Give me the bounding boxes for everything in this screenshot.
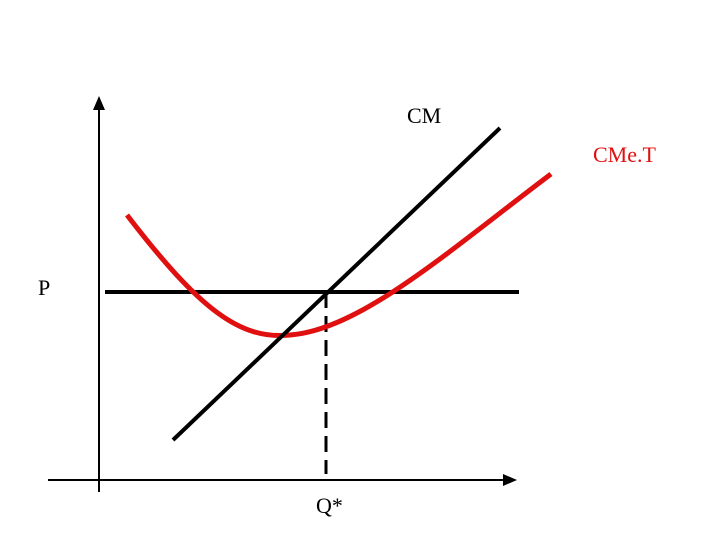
price-label: P: [38, 275, 50, 300]
marginal-cost-label: CM: [407, 103, 441, 128]
average-total-cost-curve: [125, 172, 553, 339]
quantity-label: Q*: [316, 493, 343, 518]
marginal-cost-line: [171, 126, 502, 442]
average-total-cost-label: CMe.T: [593, 142, 657, 167]
